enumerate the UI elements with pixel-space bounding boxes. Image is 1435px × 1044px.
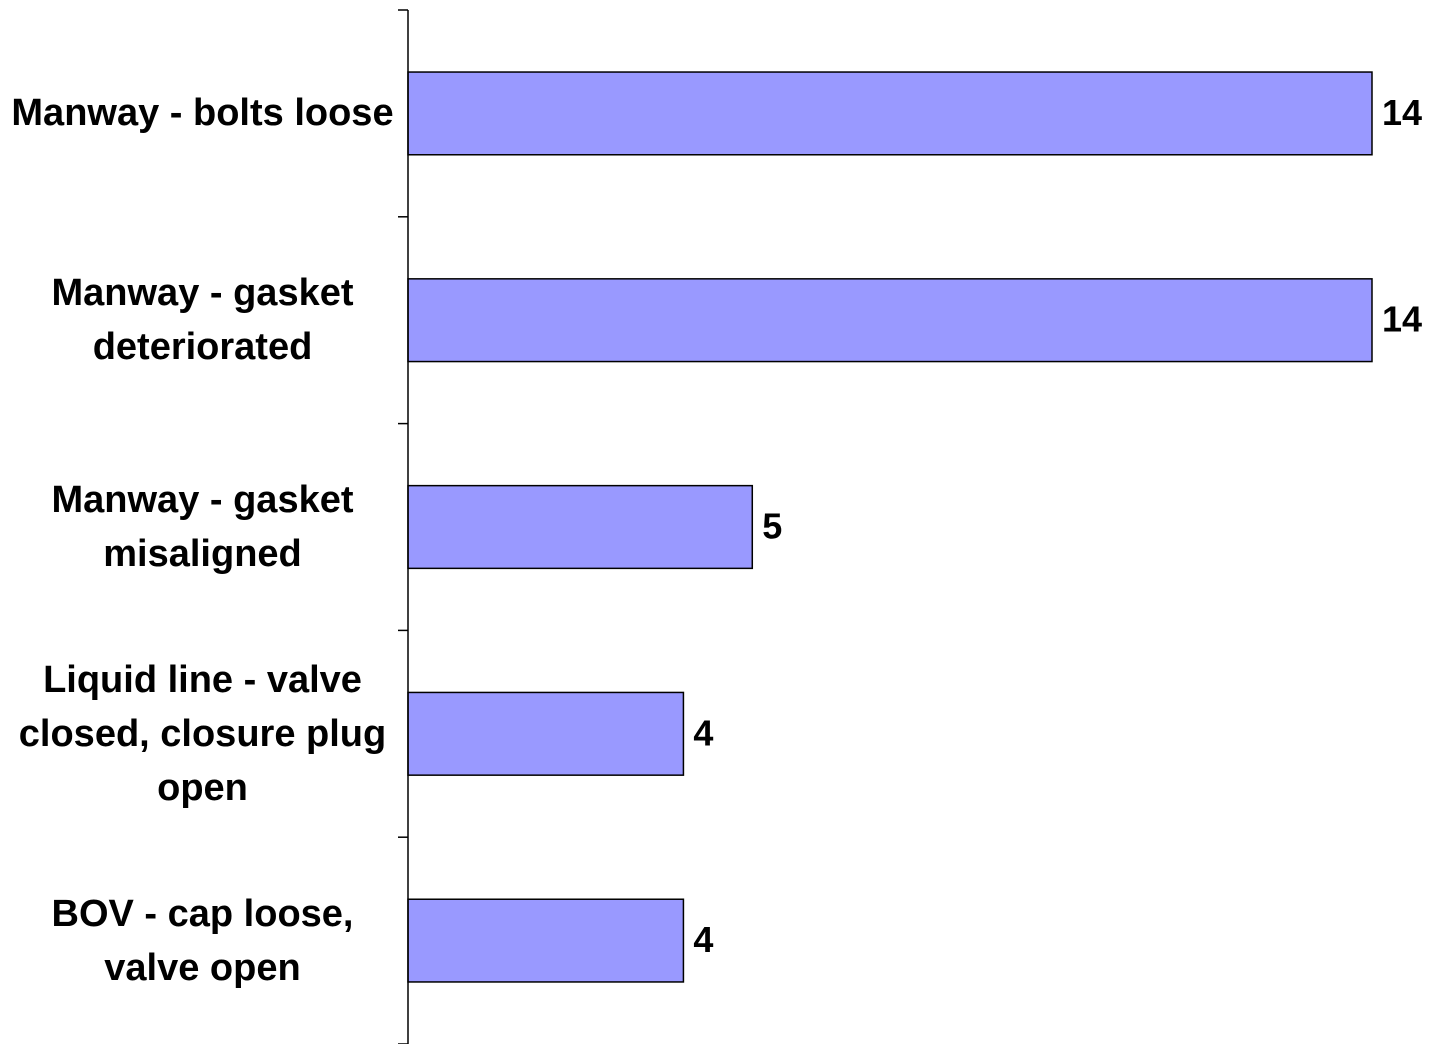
bar: [407, 484, 754, 570]
bar: [407, 898, 685, 983]
category-label: BOV - cap loose, valve open: [51, 892, 354, 989]
category-label: Liquid line - valve closed, closure plug…: [18, 658, 387, 809]
category-label: Manway - gasket deteriorated: [51, 272, 354, 369]
bar: [407, 278, 1373, 363]
value-label: 14: [1382, 92, 1422, 133]
value-label: 4: [693, 919, 713, 960]
value-label: 5: [762, 506, 782, 547]
value-label: 4: [693, 712, 713, 753]
category-label: Manway - gasket misaligned: [51, 479, 354, 575]
value-label: 14: [1382, 299, 1422, 340]
bar: [407, 71, 1373, 156]
category-label: Manway - bolts loose: [11, 92, 394, 135]
bar: [407, 691, 685, 776]
